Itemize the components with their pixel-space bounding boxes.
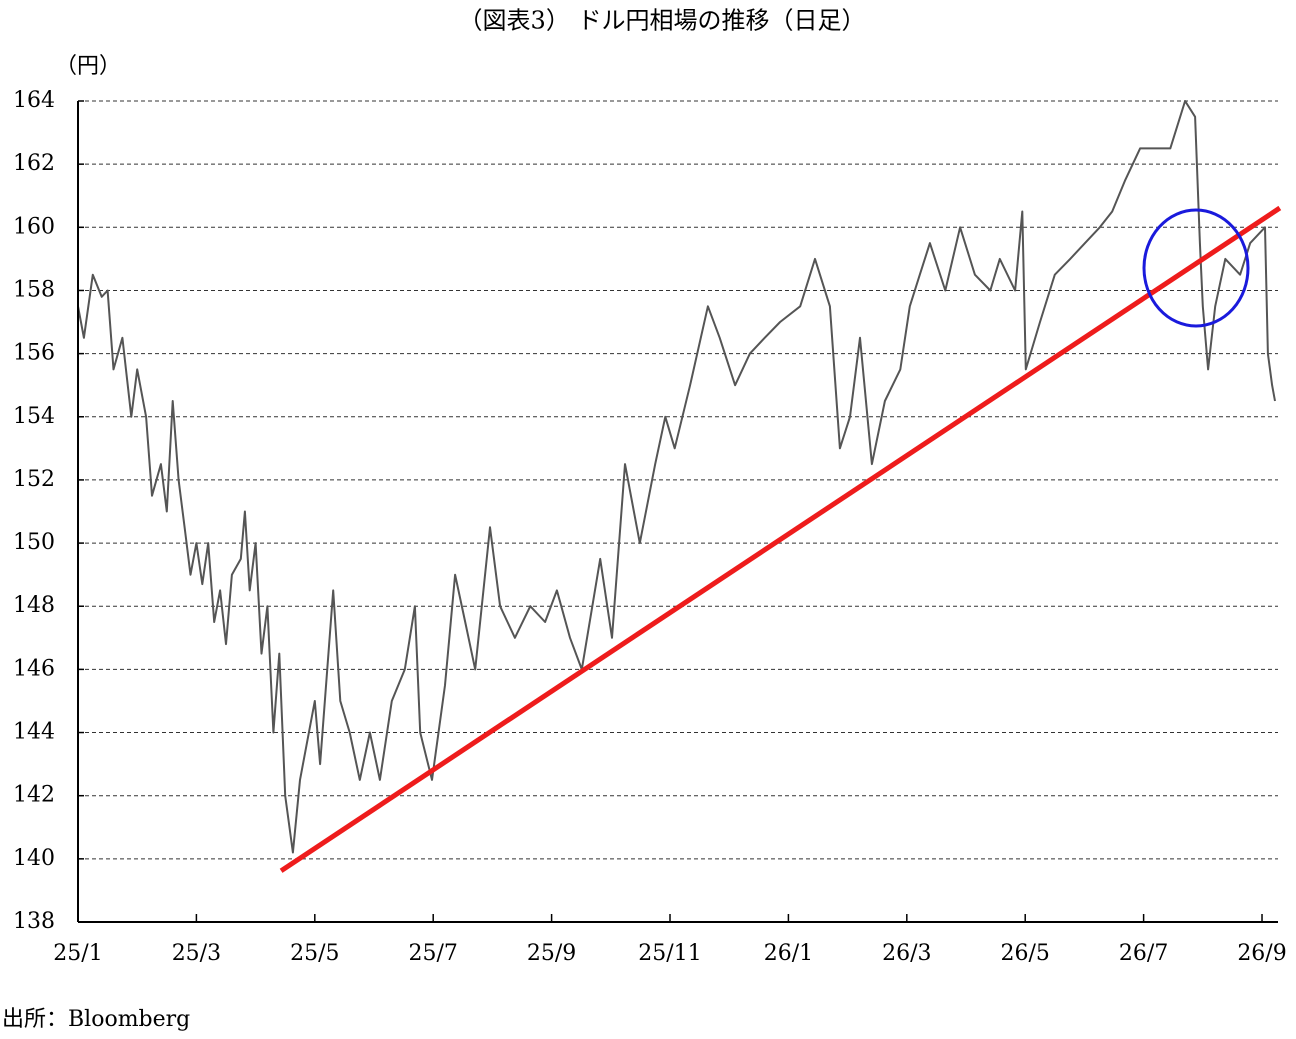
y-axis-label: （円）	[55, 54, 121, 79]
y-tick-label: 138	[13, 909, 55, 934]
series-line	[77, 100, 1276, 854]
x-tick-label: 26/5	[1001, 941, 1050, 966]
x-tick-label: 25/5	[290, 941, 339, 966]
x-tick-label: 25/11	[638, 941, 701, 966]
source-note: 出所：Bloomberg	[2, 1007, 190, 1032]
x-tick-label: 25/3	[172, 941, 221, 966]
x-tick-label: 26/1	[764, 941, 813, 966]
y-tick-label: 158	[13, 277, 55, 302]
y-tick-label: 160	[13, 214, 55, 239]
x-tick-label: 25/7	[409, 941, 458, 966]
y-tick-label: 164	[13, 88, 55, 113]
y-tick-label: 152	[13, 467, 55, 492]
x-tick-label: 25/1	[53, 941, 102, 966]
y-tick-label: 150	[13, 530, 55, 555]
plot-area: 138 140 142 144 146 148 150 152 154 156 158 160 162 1…	[13, 88, 1287, 966]
series-line	[279, 205, 1282, 873]
y-tick-label: 154	[13, 404, 55, 429]
y-tick-label: 148	[13, 593, 55, 618]
y-tick-label: 144	[13, 720, 55, 745]
chart-title: （図表3） ドル円相場の推移（日足）	[459, 7, 866, 35]
x-tick-label: 26/3	[882, 941, 931, 966]
x-tick-label: 25/9	[527, 941, 576, 966]
y-tick-label: 162	[13, 151, 55, 176]
y-tick-label: 156	[13, 341, 55, 366]
y-tick-label: 146	[13, 656, 55, 681]
x-tick-label: 26/9	[1237, 941, 1286, 966]
highlight-circle	[1142, 208, 1250, 328]
y-tick-label: 140	[13, 846, 55, 871]
y-tick-label: 142	[13, 783, 55, 808]
x-tick-label: 26/7	[1119, 941, 1168, 966]
